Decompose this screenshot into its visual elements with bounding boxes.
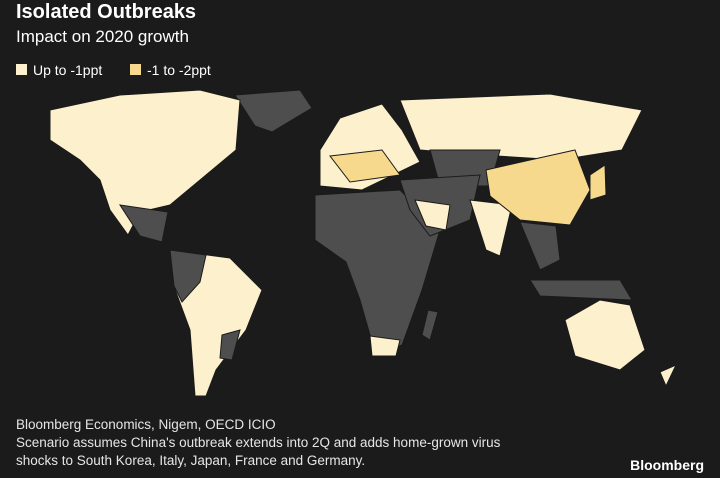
title: Isolated Outbreaks [16, 1, 196, 23]
japan [589, 164, 607, 201]
indonesia [529, 279, 633, 301]
greenland [234, 89, 313, 133]
legend-swatch [130, 64, 141, 75]
saudi-arabia [414, 199, 451, 231]
note-line: shocks to South Korea, Italy, Japan, Fra… [16, 453, 365, 468]
uruguay-region [219, 329, 241, 361]
subtitle: Impact on 2020 growth [16, 27, 189, 46]
andean-region [169, 249, 207, 303]
china [485, 149, 591, 226]
source: Bloomberg Economics, Nigem, OECD ICIO [16, 417, 276, 432]
brand: Bloomberg [630, 457, 704, 473]
new-zealand [659, 364, 678, 388]
legend-label: Up to -1ppt [33, 62, 102, 78]
australia [564, 299, 646, 371]
north-america [49, 89, 241, 236]
central-america [118, 204, 169, 243]
south-africa [369, 335, 401, 357]
world-map [49, 89, 678, 397]
note-line: Scenario assumes China's outbreak extend… [16, 435, 501, 450]
madagascar [421, 309, 439, 341]
legend-label: -1 to -2ppt [147, 62, 211, 78]
legend: Up to -1ppt -1 to -2ppt [16, 62, 211, 78]
core-europe [329, 149, 401, 183]
legend-swatch [16, 64, 27, 75]
india [469, 199, 513, 257]
southeast-asia [519, 221, 561, 271]
